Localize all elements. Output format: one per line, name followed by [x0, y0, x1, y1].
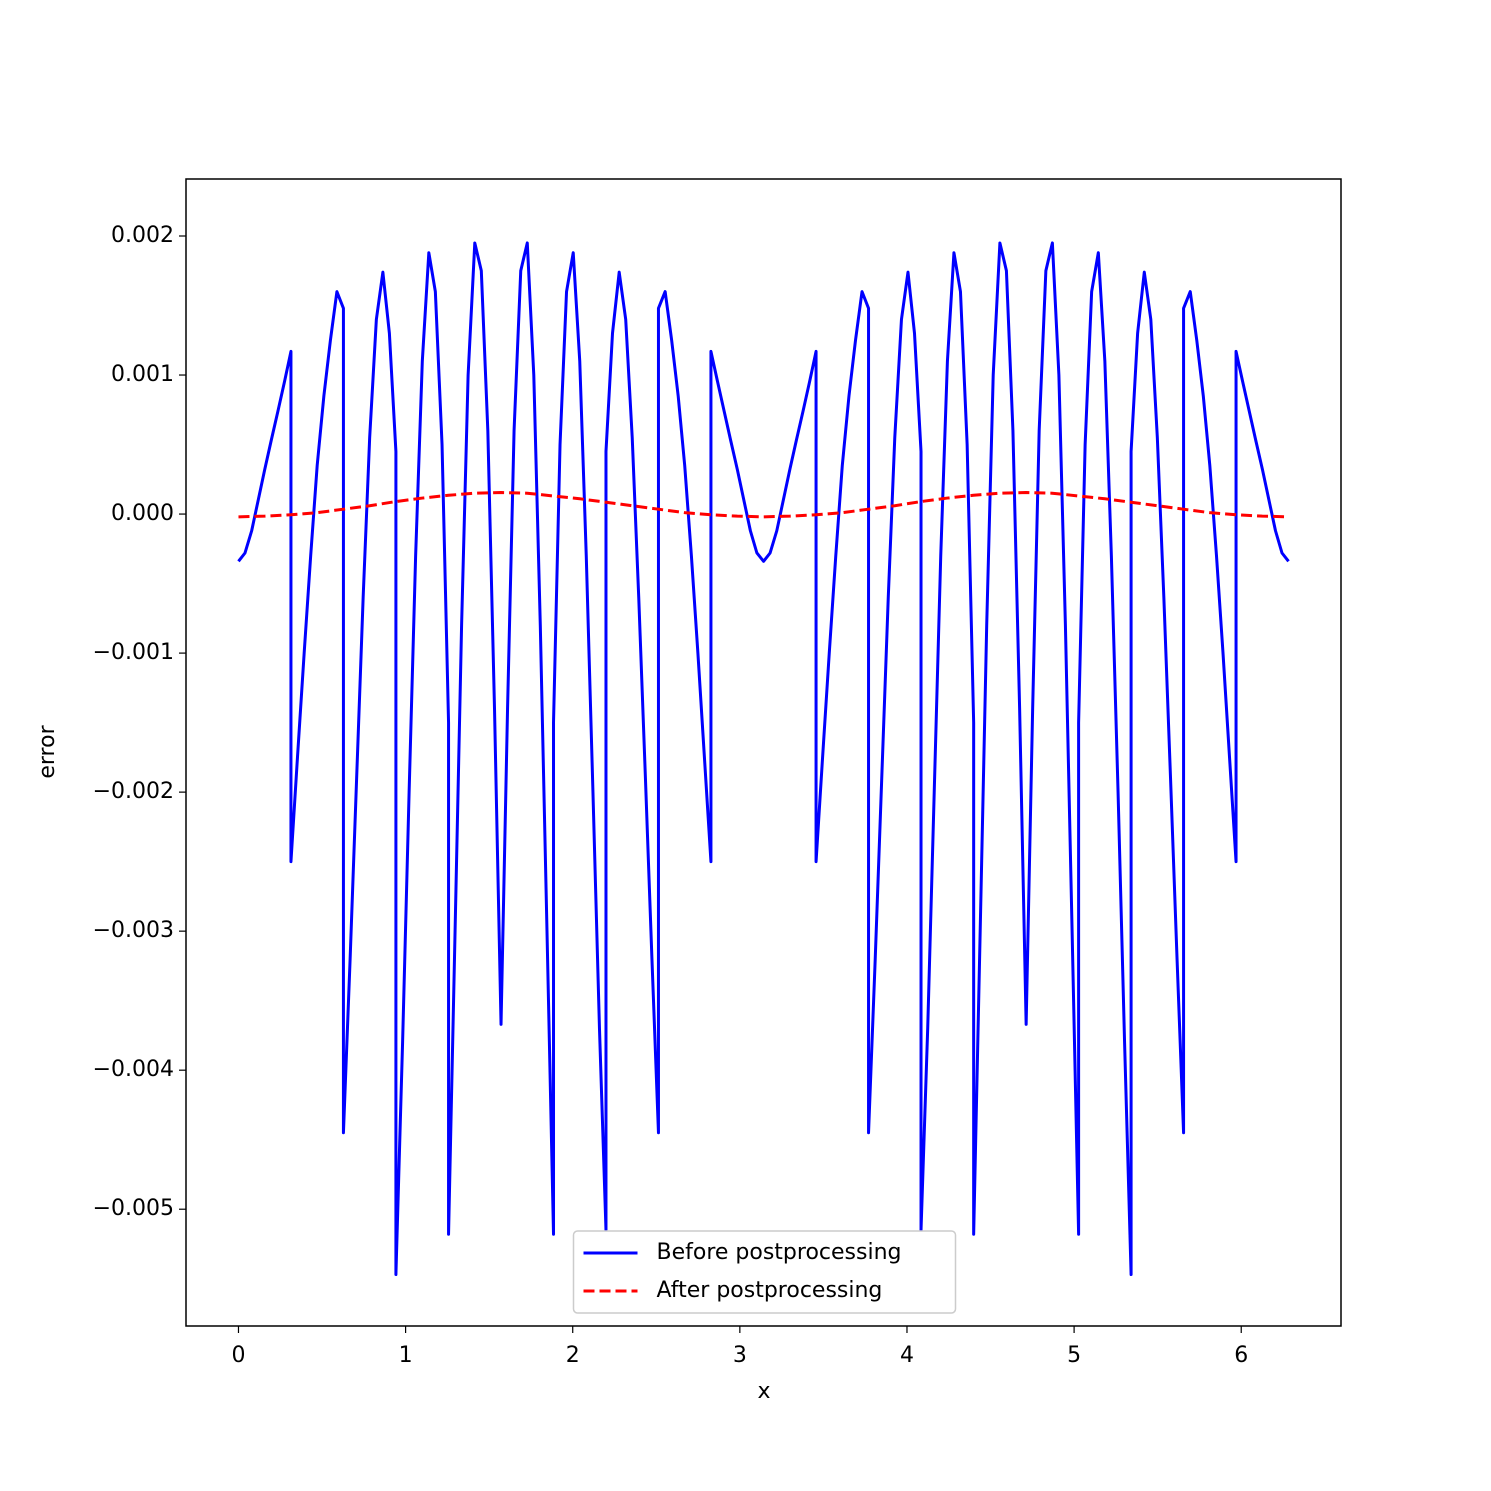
y-tick-label: −0.002: [93, 779, 174, 804]
plot-frame: [185, 178, 1342, 1327]
x-tick-label: 4: [900, 1343, 914, 1368]
x-tick-label: 1: [399, 1343, 413, 1368]
x-tick-label: 6: [1234, 1343, 1248, 1368]
legend-box: [572, 1230, 957, 1314]
y-tick-label: −0.001: [93, 640, 174, 665]
x-tick-label: 5: [1067, 1343, 1081, 1368]
y-tick-label: −0.004: [93, 1057, 174, 1082]
y-tick-label: −0.005: [93, 1196, 174, 1221]
x-tick-label: 3: [733, 1343, 747, 1368]
x-axis-label: x: [757, 1379, 770, 1404]
y-tick-label: 0.002: [111, 223, 174, 248]
y-tick-label: 0.000: [111, 501, 174, 526]
y-tick-label: −0.003: [93, 918, 174, 943]
legend-label: After postprocessing: [657, 1278, 883, 1303]
x-tick-label: 0: [231, 1343, 245, 1368]
y-axis-label: error: [35, 724, 60, 778]
y-tick-label: 0.001: [111, 362, 174, 387]
x-tick-label: 2: [566, 1343, 580, 1368]
series-line: [238, 491, 1289, 519]
series-line: [237, 241, 1290, 1277]
legend-label: Before postprocessing: [657, 1240, 902, 1265]
